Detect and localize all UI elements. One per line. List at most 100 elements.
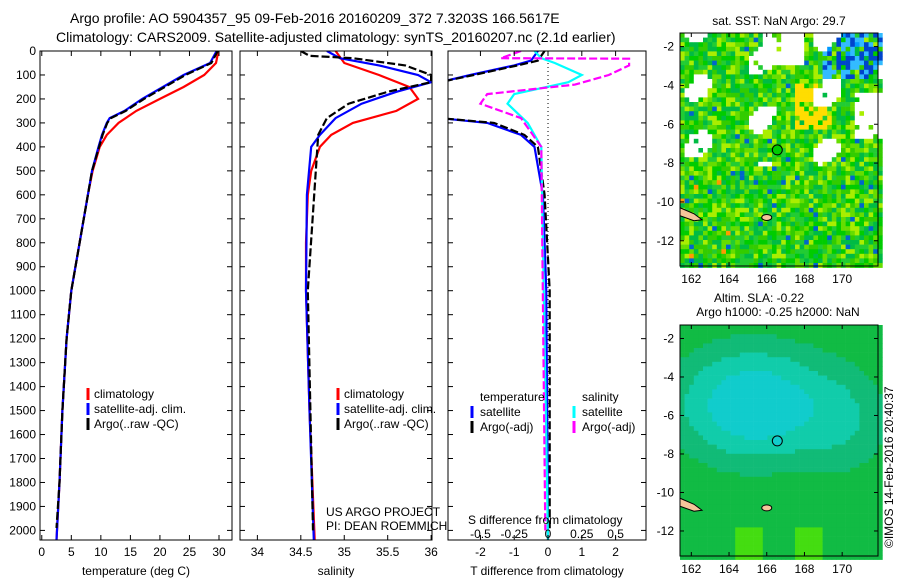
map-cell — [795, 189, 800, 195]
map-cell — [790, 435, 796, 441]
map-cell — [818, 125, 823, 130]
map-cell — [831, 453, 837, 459]
map-cell — [772, 357, 777, 363]
map-cell — [726, 371, 731, 376]
map-cell — [868, 467, 874, 473]
map-cell — [744, 545, 750, 551]
map-cell — [808, 46, 814, 52]
map-cell — [850, 134, 856, 140]
map-cell — [739, 490, 745, 496]
map-cell — [790, 217, 796, 222]
map-cell — [744, 532, 750, 537]
map-cell — [689, 509, 695, 514]
map-cell — [684, 453, 690, 459]
map-cell — [813, 253, 819, 259]
map-cell — [735, 412, 741, 418]
map-cell — [795, 509, 800, 514]
map-cell — [712, 504, 718, 510]
map-cell — [762, 394, 768, 399]
map-cell — [730, 426, 736, 432]
map-cell — [772, 463, 777, 468]
map-cell — [753, 463, 759, 468]
map-cell — [781, 203, 787, 209]
map-cell — [841, 338, 846, 344]
map-cell — [827, 46, 833, 52]
map-cell — [808, 513, 814, 519]
map-cell — [841, 348, 846, 353]
map-cell — [739, 371, 745, 376]
map-cell — [730, 334, 736, 340]
map-cell — [730, 453, 736, 459]
map-cell — [785, 240, 791, 245]
map-cell — [772, 111, 777, 117]
map-cell — [707, 120, 713, 126]
map-cell — [749, 69, 754, 75]
map-cell — [795, 253, 800, 259]
map-cell — [822, 499, 828, 505]
map-cell — [680, 389, 685, 395]
map-cell — [836, 65, 842, 71]
map-cell — [716, 412, 722, 418]
map-cell — [845, 97, 851, 103]
map-cell — [749, 357, 754, 363]
map-cell — [753, 207, 759, 213]
map-cell — [698, 42, 704, 48]
map-cell — [680, 532, 685, 537]
map-cell — [790, 120, 796, 126]
map-cell — [680, 481, 685, 487]
map-cell — [707, 541, 713, 547]
map-cell — [776, 550, 782, 556]
map-cell — [735, 166, 741, 172]
map-cell — [693, 444, 699, 450]
map-cell — [762, 361, 768, 367]
map-cell — [868, 417, 874, 422]
map-cell — [822, 217, 828, 222]
map-cell — [776, 207, 782, 213]
map-cell — [868, 65, 874, 71]
map-cell — [758, 74, 764, 80]
map-cell — [808, 235, 814, 241]
map-cell — [822, 513, 828, 519]
map-cell — [721, 343, 727, 349]
map-cell — [730, 329, 736, 335]
map-cell — [698, 435, 704, 441]
map-cell — [762, 221, 768, 227]
map-cell — [776, 180, 782, 186]
map-cell — [799, 407, 805, 413]
map-cell — [845, 550, 851, 556]
map-cell — [831, 148, 837, 153]
map-cell — [726, 157, 731, 163]
map-cell — [776, 334, 782, 340]
map-cell — [813, 463, 819, 468]
map-cell — [730, 366, 736, 372]
map-cell — [689, 389, 695, 395]
map-cell — [864, 417, 869, 422]
map-cell — [864, 106, 869, 112]
map-cell — [864, 361, 869, 367]
map-cell — [726, 348, 731, 353]
map-cell — [680, 518, 685, 524]
map-cell — [776, 444, 782, 450]
map-cell — [772, 380, 777, 386]
map-cell — [877, 194, 883, 199]
map-cell — [703, 444, 708, 450]
map-cell — [854, 79, 860, 84]
map-cell — [758, 412, 764, 418]
map-cell — [703, 522, 708, 528]
map-cell — [868, 102, 874, 107]
map-cell — [868, 221, 874, 227]
map-cell — [730, 79, 736, 84]
map-cell — [804, 513, 810, 519]
map-cell — [730, 106, 736, 112]
map-cell — [735, 527, 741, 533]
map-cell — [703, 65, 708, 71]
map-cell — [836, 74, 842, 80]
map-cell — [716, 152, 722, 158]
map-cell — [716, 403, 722, 409]
map-cell — [808, 449, 814, 455]
map-cell — [730, 490, 736, 496]
map-cell — [836, 240, 842, 245]
map-cell — [831, 467, 837, 473]
map-cell — [767, 65, 773, 71]
map-cell — [772, 325, 777, 330]
